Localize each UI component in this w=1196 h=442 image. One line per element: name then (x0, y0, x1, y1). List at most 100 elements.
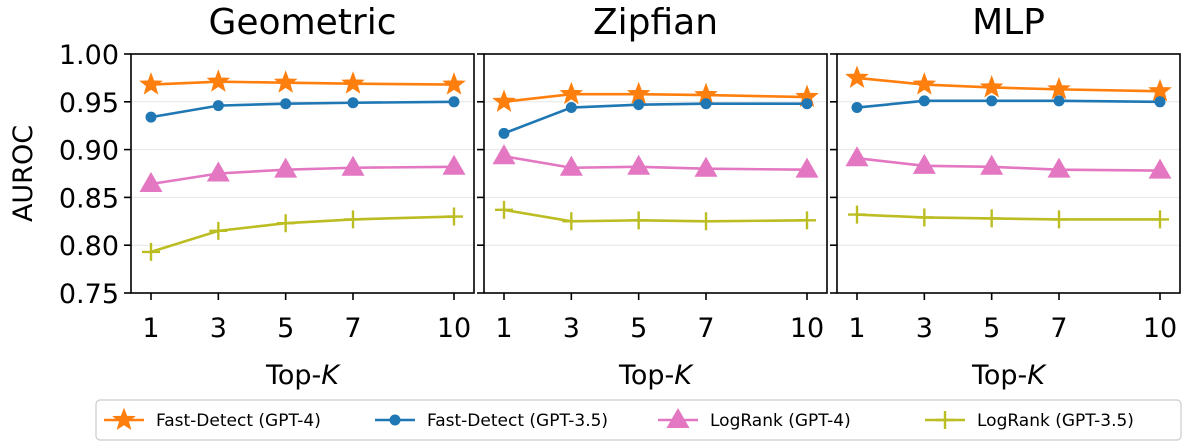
data-point (209, 221, 228, 240)
x-tick-label: 10 (790, 313, 824, 344)
series-line (150, 80, 455, 86)
legend-label: Fast-Detect (GPT-4) (156, 411, 321, 431)
series-logrank-gpt-3-5 (848, 205, 1169, 229)
data-point (627, 154, 651, 175)
data-point (341, 155, 365, 176)
series-fast-detect-gpt-3-5 (498, 98, 813, 139)
data-point (347, 97, 359, 109)
data-point (206, 69, 231, 92)
legend-item-fast-detect-gpt-4: Fast-Detect (GPT-4) (104, 407, 321, 431)
data-point (694, 156, 718, 177)
series-fast-detect-gpt-3-5 (851, 95, 1166, 114)
x-tick-label: 7 (344, 313, 361, 344)
data-point (492, 89, 516, 112)
x-tick-label: 7 (697, 313, 714, 344)
panel-title: Zipfian (593, 2, 718, 43)
series-line (503, 208, 808, 223)
data-point (697, 212, 715, 231)
data-point (344, 210, 362, 229)
data-point (1047, 157, 1071, 178)
data-point (498, 127, 510, 139)
data-point (341, 71, 365, 94)
plot-frame (483, 53, 828, 294)
data-point (442, 154, 466, 175)
data-point (562, 212, 581, 231)
x-tick-label: 1 (495, 313, 512, 344)
data-point (801, 98, 813, 110)
y-axis-label: AUROC (8, 125, 39, 222)
x-axis-label-prefix: Top- (618, 360, 674, 391)
data-point (912, 72, 937, 95)
data-point (980, 154, 1004, 175)
x-tick-label: 3 (210, 313, 227, 344)
data-point (445, 207, 463, 226)
series-fast-detect-gpt-4 (845, 65, 1172, 102)
data-point (1154, 96, 1166, 108)
panel-mlp: MLP 1 3 5 7 10 Top-K (830, 2, 1181, 391)
data-point (274, 157, 298, 178)
data-point (1151, 210, 1169, 229)
x-axis-label-prefix: Top- (265, 360, 321, 391)
data-point (559, 81, 584, 105)
series-logrank-gpt-4 (845, 146, 1172, 179)
series-line (856, 99, 1161, 109)
x-tick-label: 1 (142, 313, 159, 344)
series-logrank-gpt-4 (492, 144, 819, 178)
legend-frame (95, 399, 1182, 441)
y-tick-label: 1.00 (59, 40, 119, 71)
legend-marker (666, 408, 690, 428)
x-axis-label: Top-K (971, 360, 1047, 391)
data-point (1148, 158, 1172, 179)
data-point (559, 155, 583, 176)
series-line (856, 213, 1160, 221)
data-point (142, 242, 160, 261)
x-axis-label: Top-K (265, 360, 341, 391)
x-axis-label-var: K (1027, 360, 1047, 391)
series-fast-detect-gpt-4 (492, 81, 819, 112)
x-axis-label-prefix: Top- (971, 360, 1027, 391)
data-point (492, 144, 516, 165)
panel-geometric: Geometric 1 3 5 7 10 0.75 0.80 0.85 0.90 0.95 1.00 T… (59, 2, 475, 391)
data-point (145, 111, 157, 123)
panel-zipfian: Zipfian 1 3 5 7 10 Top-K (477, 2, 828, 391)
legend-marker (936, 411, 954, 429)
data-point (845, 146, 869, 167)
x-tick-label: 10 (437, 313, 471, 344)
data-point (629, 211, 648, 230)
data-point (626, 81, 651, 105)
data-point (448, 96, 460, 108)
legend-item-fast-detect-gpt-3-5: Fast-Detect (GPT-3.5) (375, 411, 608, 431)
data-point (1047, 76, 1071, 100)
x-tick-label: 1 (848, 313, 865, 344)
panel-title: Geometric (209, 2, 397, 43)
series-line (503, 155, 808, 171)
legend-item-logrank-gpt-3-5: LogRank (GPT-3.5) (925, 411, 1134, 431)
series-line (856, 76, 1161, 93)
series-line (503, 92, 808, 104)
x-axis-label-var: K (674, 360, 694, 391)
x-tick-label: 10 (1143, 313, 1177, 344)
data-point (139, 72, 163, 95)
data-point (1050, 210, 1068, 229)
data-point (848, 205, 866, 224)
y-tick-label: 0.85 (59, 183, 119, 214)
x-tick-label: 5 (630, 313, 647, 344)
legend: Fast-Detect (GPT-4) Fast-Detect (GPT-3.5)… (95, 399, 1182, 441)
data-point (912, 153, 936, 174)
series-logrank-gpt-3-5 (142, 207, 463, 261)
plot-frame (836, 53, 1181, 294)
data-point (280, 98, 292, 110)
data-point (982, 209, 1001, 228)
y-tick-label: 0.80 (59, 231, 119, 262)
data-point (979, 75, 1004, 98)
series-line (150, 165, 455, 186)
data-point (845, 65, 869, 88)
series-line (150, 100, 455, 119)
legend-marker (389, 414, 401, 426)
data-point (915, 208, 934, 227)
panel-title: MLP (972, 2, 1045, 43)
data-point (798, 211, 816, 230)
series-line (503, 102, 807, 135)
legend-label: LogRank (GPT-3.5) (977, 411, 1134, 431)
